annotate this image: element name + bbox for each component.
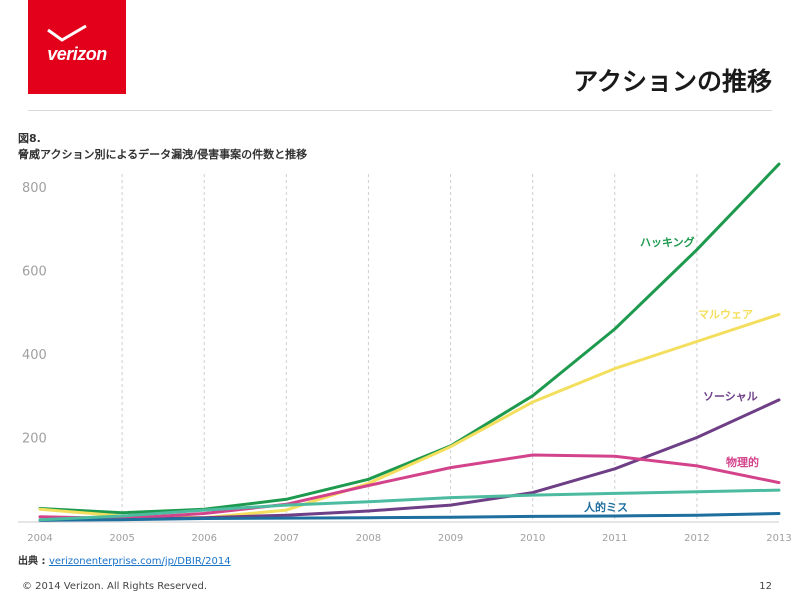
slide-title: アクションの推移 xyxy=(573,67,772,96)
series-label: 物理的 xyxy=(726,455,759,469)
source-link[interactable]: verizonenterprise.com/jp/DBIR/2014 xyxy=(48,556,231,567)
x-tick-label: 2004 xyxy=(27,533,52,544)
x-tick-label: 2007 xyxy=(274,533,299,544)
series-label: ソーシャル xyxy=(703,390,758,403)
page-number: 12 xyxy=(759,581,772,592)
series-line xyxy=(38,398,781,522)
x-tick-label: 2006 xyxy=(191,533,216,544)
x-tick-label: 2010 xyxy=(520,533,545,544)
series-line xyxy=(38,512,781,522)
y-tick-label: 600 xyxy=(22,265,47,280)
y-tick-label: 800 xyxy=(22,181,47,196)
x-tick-label: 2011 xyxy=(602,533,627,544)
x-tick-label: 2008 xyxy=(356,533,381,544)
series-label: 人的ミス xyxy=(584,500,628,514)
series-label: マルウェア xyxy=(698,308,753,321)
y-tick-label: 400 xyxy=(22,348,47,363)
checkmark-icon xyxy=(47,24,87,42)
series-line xyxy=(38,162,781,515)
logo-wordmark: verizon xyxy=(47,44,107,64)
source-label: 出典 : xyxy=(18,556,49,567)
title-divider xyxy=(28,110,772,111)
copyright: © 2014 Verizon. All Rights Reserved. xyxy=(22,581,207,592)
verizon-logo: verizon xyxy=(28,0,126,94)
x-tick-label: 2005 xyxy=(109,533,134,544)
series-line xyxy=(38,312,781,520)
figure-title: 脅威アクション別によるデータ漏洩/侵害事案の件数と推移 xyxy=(18,148,308,161)
series-line xyxy=(38,453,781,520)
figure-number: 図8. xyxy=(18,132,41,145)
x-tick-label: 2013 xyxy=(766,533,791,544)
series-line xyxy=(38,488,781,522)
x-tick-label: 2009 xyxy=(438,533,463,544)
y-tick-label: 200 xyxy=(22,432,47,447)
x-tick-label: 2012 xyxy=(684,533,709,544)
series-label: ハッキング xyxy=(640,235,695,249)
source-note: 出典 : verizonenterprise.com/jp/DBIR/2014 xyxy=(18,552,231,567)
